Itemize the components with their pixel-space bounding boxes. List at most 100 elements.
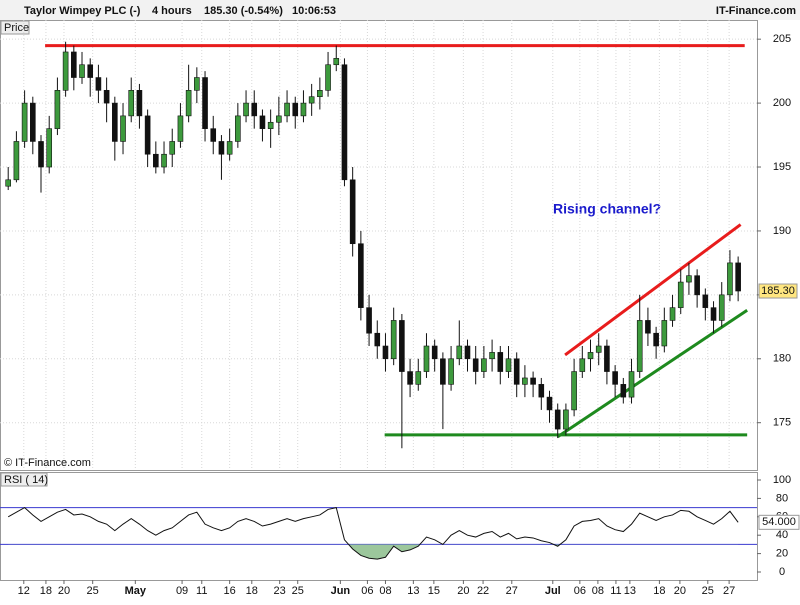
candle-body	[645, 320, 651, 334]
candle-body	[366, 307, 372, 334]
price-frame	[0, 20, 758, 471]
candle-body	[341, 64, 348, 181]
x-tick-label: 08	[592, 585, 604, 597]
x-tick-label: 22	[477, 585, 489, 597]
candle-body	[653, 332, 659, 347]
candle-body	[169, 141, 176, 155]
rsi-line	[7, 506, 739, 560]
candle-body	[522, 377, 528, 385]
candle-body	[276, 115, 282, 123]
x-tick-label: 23	[274, 585, 286, 597]
candle-body	[538, 384, 545, 398]
candle-body	[677, 281, 684, 308]
candle-body	[727, 262, 733, 296]
candle-body	[144, 115, 151, 155]
candle-body	[251, 102, 258, 117]
x-tick-label: 20	[58, 585, 70, 597]
candle-body	[497, 352, 504, 372]
candle-body	[489, 352, 495, 360]
panel-label: Price	[4, 22, 29, 34]
x-tick-label: 13	[407, 585, 419, 597]
candle-body	[718, 294, 725, 321]
candle-body	[5, 179, 12, 187]
y-tick-label: 180	[773, 353, 791, 365]
x-tick-label: 25	[87, 585, 99, 597]
y-tick-label: 80	[776, 492, 788, 504]
candle-body	[38, 141, 44, 168]
candle-body	[95, 77, 102, 91]
panel-tag	[0, 472, 48, 487]
candle-body	[202, 77, 208, 129]
x-tick-label: 20	[457, 585, 469, 597]
y-tick-label: 175	[773, 417, 791, 429]
candle-body	[661, 320, 668, 347]
candle-body	[636, 320, 643, 372]
candle-body	[669, 307, 676, 321]
annotation: Rising channel?	[553, 201, 661, 217]
last-value-label: 185.30	[761, 285, 795, 297]
x-tick-label: Jun	[331, 585, 351, 597]
x-tick-label: 25	[702, 585, 714, 597]
header-bar	[0, 0, 800, 20]
candle-body	[530, 377, 536, 385]
x-tick-label: 27	[723, 585, 735, 597]
candle-body	[333, 58, 340, 66]
candle-body	[374, 332, 381, 347]
x-tick-label: 13	[624, 585, 636, 597]
candle-body	[292, 102, 299, 117]
candle-body	[456, 345, 463, 360]
last-value-label: 54.000	[762, 516, 796, 528]
y-tick-label: 100	[773, 474, 791, 486]
candle-body	[210, 128, 217, 142]
candle-body	[177, 115, 184, 142]
x-tick-label: 06	[574, 585, 586, 597]
candle-body	[153, 153, 159, 168]
candle-body	[472, 358, 479, 372]
candle-body	[382, 345, 389, 360]
candle-body	[612, 371, 618, 385]
x-tick-label: 25	[292, 585, 304, 597]
candle-body	[710, 307, 717, 321]
x-tick-label: 27	[506, 585, 518, 597]
y-tick-label: 195	[773, 161, 791, 173]
candle-body	[554, 409, 561, 430]
candle-body	[103, 90, 110, 104]
candle-body	[62, 51, 69, 91]
candle-body	[735, 262, 741, 292]
candle-body	[563, 409, 569, 430]
candle-body	[112, 102, 118, 142]
candle-body	[481, 358, 487, 372]
candle-body	[694, 275, 700, 296]
candle-body	[71, 51, 77, 78]
candle-body	[46, 128, 53, 168]
candle-body	[628, 371, 635, 398]
x-tick-label: 18	[40, 585, 52, 597]
candle-body	[571, 371, 577, 411]
candle-body	[604, 345, 610, 372]
instrument: Taylor Wimpey PLC (-)	[24, 5, 141, 17]
candle-body	[128, 90, 135, 117]
x-tick-label: 11	[196, 585, 207, 597]
rsi-frame	[0, 472, 758, 581]
candle-body	[161, 153, 167, 168]
candle-body	[185, 90, 192, 117]
candle-body	[505, 358, 512, 372]
candle-body	[30, 102, 36, 142]
candle-body	[448, 358, 454, 385]
candle-body	[390, 320, 397, 360]
candle-body	[259, 115, 266, 129]
x-tick-label: 18	[246, 585, 258, 597]
x-tick-label: 09	[176, 585, 188, 597]
trend-line	[564, 223, 742, 357]
oversold-area	[8, 544, 739, 560]
candle-body	[21, 102, 28, 142]
candle-body	[120, 115, 126, 142]
candle-body	[686, 275, 692, 283]
x-tick-label: 18	[653, 585, 665, 597]
candle-body	[407, 371, 413, 385]
x-tick-label: 11	[610, 585, 621, 597]
candle-body	[317, 90, 323, 98]
x-tick-label: 06	[361, 585, 373, 597]
copyright: © IT-Finance.com	[4, 457, 91, 469]
